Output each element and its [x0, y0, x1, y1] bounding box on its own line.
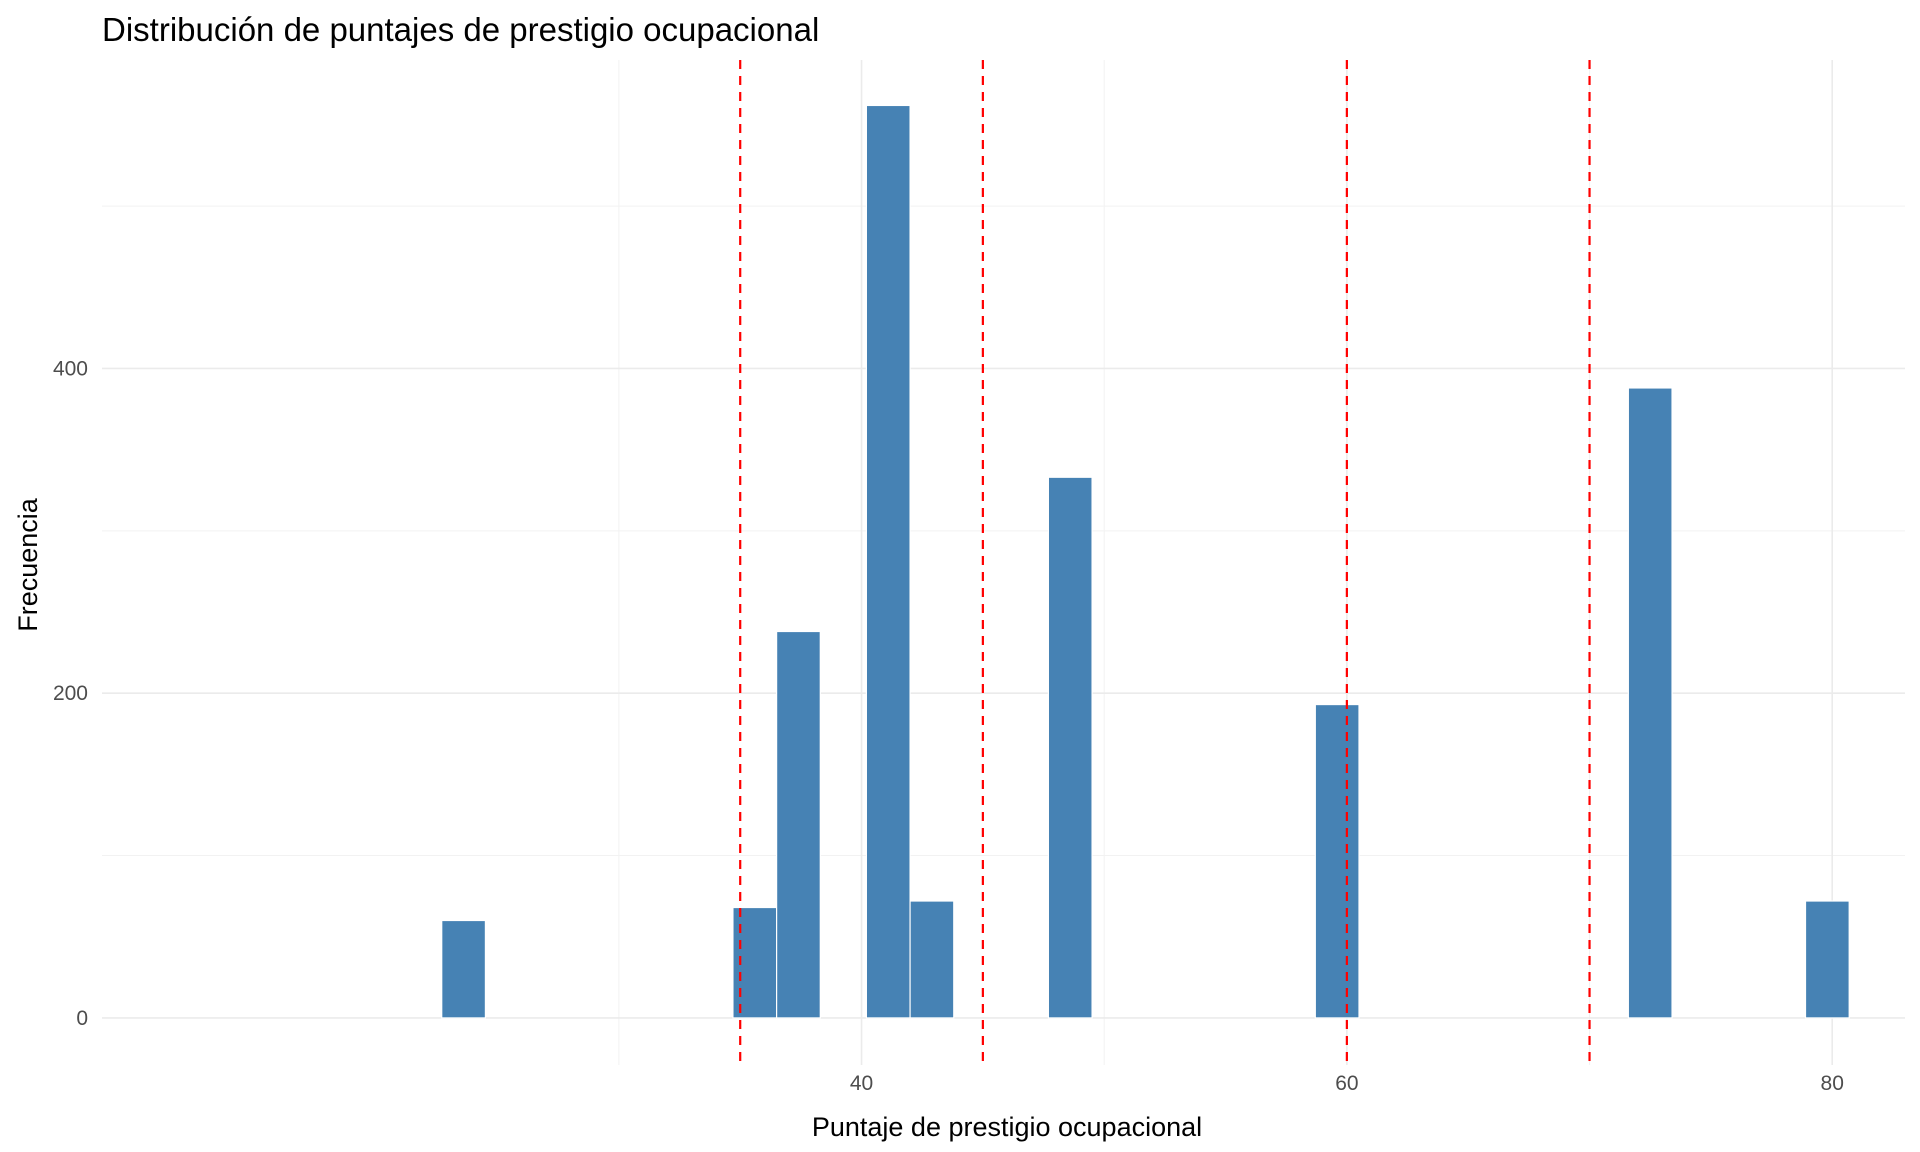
- x-axis-title: Puntaje de prestigio ocupacional: [812, 1112, 1202, 1142]
- histogram-bar: [909, 900, 955, 1019]
- histogram-bar: [865, 104, 911, 1019]
- histogram-bar: [1314, 703, 1360, 1019]
- y-tick-label: 0: [76, 1007, 88, 1030]
- y-tick-label: 400: [53, 357, 88, 380]
- y-tick-label: 200: [53, 682, 88, 705]
- reference-lines: [739, 60, 1591, 1065]
- x-tick-label: 60: [1335, 1072, 1358, 1095]
- tick-labels: 40 60 80 0 200 400: [53, 357, 1844, 1095]
- chart-title: Distribución de puntajes de prestigio oc…: [102, 11, 819, 48]
- x-tick-label: 80: [1821, 1072, 1844, 1095]
- y-axis-title: Frecuencia: [13, 497, 43, 632]
- histogram-bar: [1047, 476, 1093, 1019]
- major-gridlines: [102, 60, 1905, 1065]
- histogram-bar: [441, 919, 487, 1019]
- histogram-bar: [1627, 387, 1673, 1019]
- histogram-bars: [441, 104, 1850, 1019]
- histogram-bar: [1804, 900, 1850, 1019]
- x-tick-label: 40: [850, 1072, 873, 1095]
- histogram-bar: [776, 630, 821, 1019]
